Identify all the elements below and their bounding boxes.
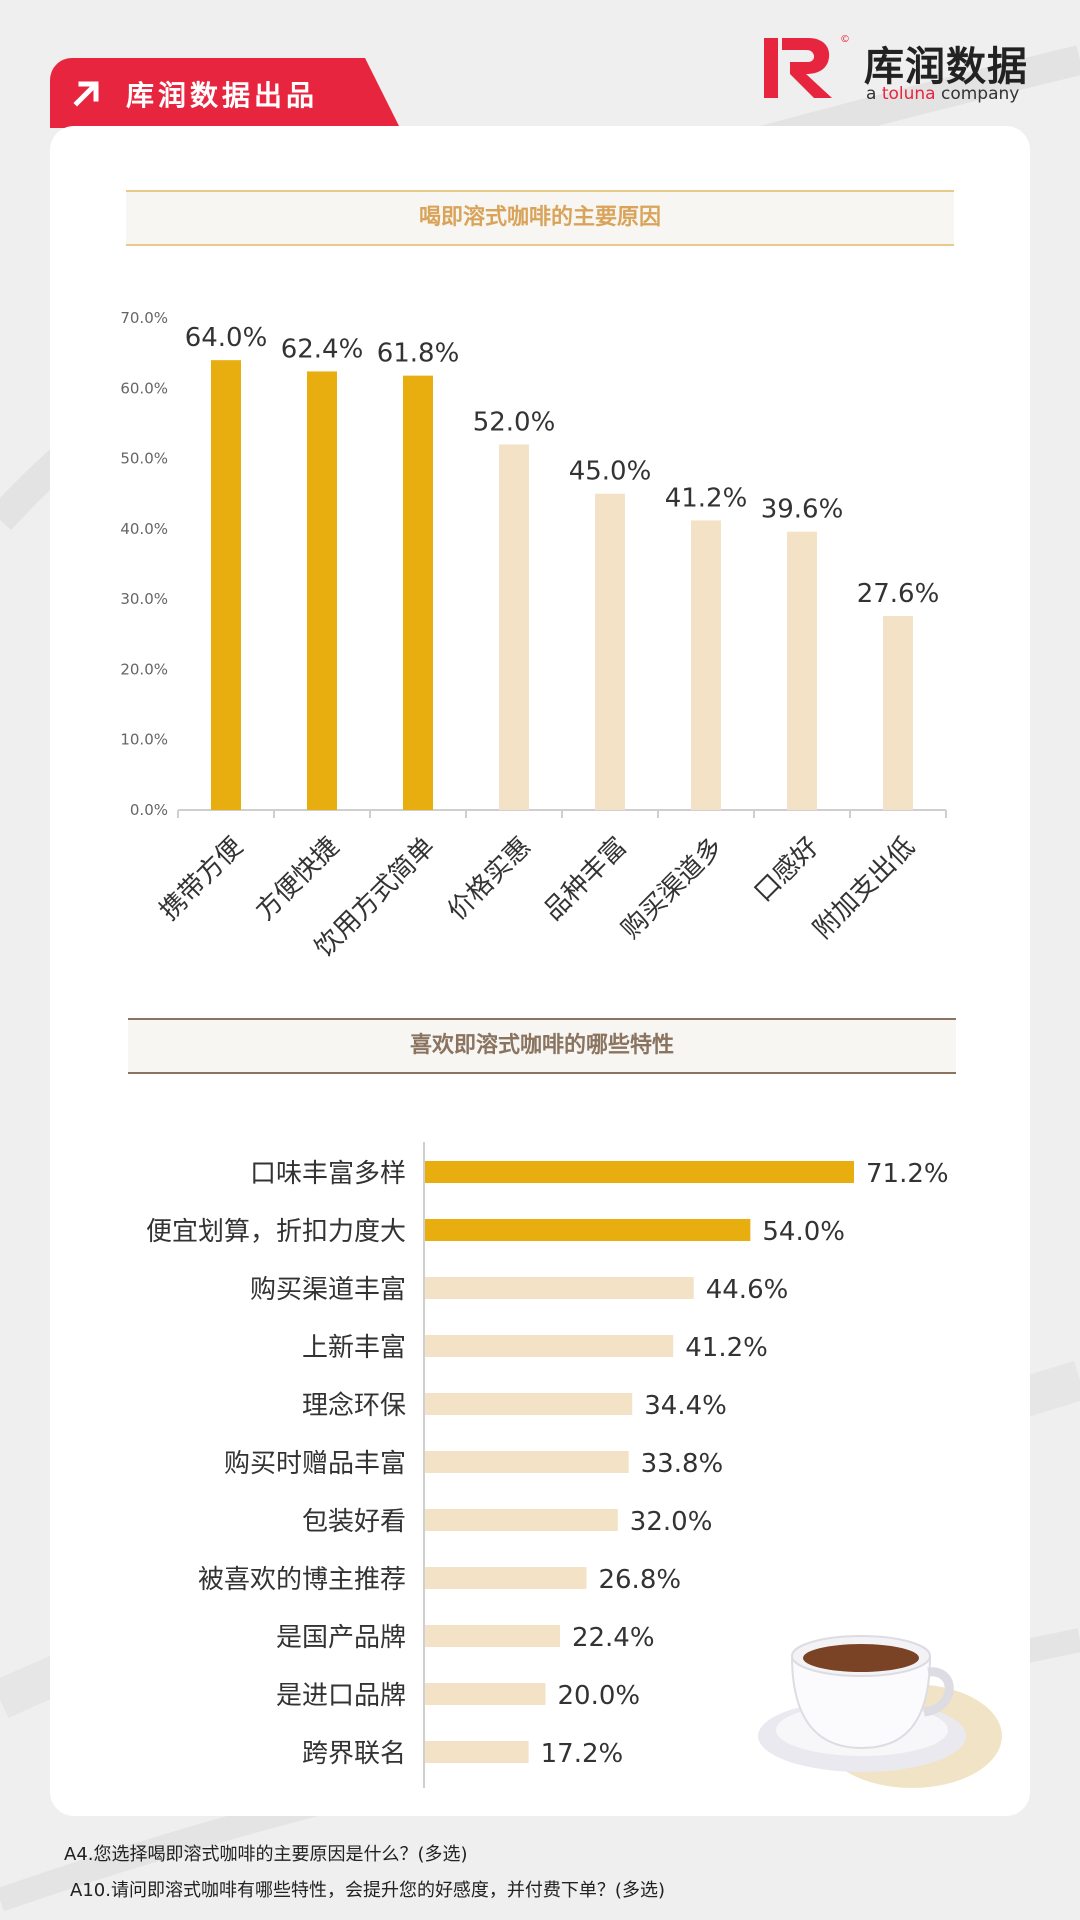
y-category-label: 跨界联名 [302, 1739, 406, 1769]
bar-value-label: 26.8% [598, 1565, 681, 1595]
chart2-title: 喜欢即溶式咖啡的哪些特性 [128, 1018, 956, 1074]
bar [595, 493, 625, 810]
y-category-label: 上新丰富 [302, 1333, 406, 1363]
bar-value-label: 71.2% [866, 1159, 949, 1189]
y-tick-label: 50.0% [120, 450, 168, 468]
bar-value-label: 34.4% [644, 1391, 727, 1421]
y-category-label: 便宜划算，折扣力度大 [146, 1217, 406, 1247]
bar-value-label: 52.0% [473, 408, 556, 438]
bar [425, 1509, 618, 1531]
y-tick-label: 10.0% [120, 731, 168, 749]
bar [691, 520, 721, 810]
y-category-label: 被喜欢的博主推荐 [198, 1565, 406, 1595]
logo-name: 库润数据 [864, 44, 1028, 90]
horizontal-bar-chart: 口味丰富多样 71.2% 便宜划算，折扣力度大 54.0% 购买渠道丰富 44.6% 上新丰… [146, 1142, 949, 1788]
y-tick-label: 70.0% [120, 309, 168, 327]
bar-value-label: 39.6% [761, 495, 844, 525]
bar [787, 531, 817, 810]
bar-value-label: 33.8% [641, 1449, 724, 1479]
y-tick-label: 0.0% [130, 801, 168, 819]
bar-value-label: 32.0% [630, 1507, 713, 1537]
bar-value-label: 61.8% [377, 339, 460, 369]
logo-sub-prefix: a [866, 84, 882, 104]
y-category-label: 口味丰富多样 [250, 1159, 406, 1189]
bar [425, 1625, 560, 1647]
chart1-title: 喝即溶式咖啡的主要原因 [126, 190, 954, 246]
bar-value-label: 27.6% [857, 579, 940, 609]
bar [425, 1161, 854, 1183]
y-tick-label: 60.0% [120, 379, 168, 397]
brand-tag: 库润数据出品 [50, 58, 400, 128]
y-tick-label: 40.0% [120, 520, 168, 538]
footnote-a10: A10.请问即溶式咖啡有哪些特性，会提升您的好感度，并付费下单？(多选) [70, 1880, 665, 1901]
y-category-label: 包装好看 [302, 1507, 406, 1537]
logo-sub-brand: toluna [881, 84, 936, 104]
bar-value-label: 54.0% [762, 1217, 845, 1247]
logo-sub-suffix: company [935, 84, 1020, 104]
company-logo: © 库润数据 a toluna company [762, 34, 1042, 104]
footnote-a4: A4.您选择喝即溶式咖啡的主要原因是什么？(多选) [64, 1844, 468, 1865]
bar [403, 375, 433, 810]
bar [425, 1219, 751, 1241]
y-tick-label: 20.0% [120, 660, 168, 678]
kr-logo-mark [764, 38, 832, 98]
brand-tag-label: 库润数据出品 [126, 79, 319, 112]
bar-value-label: 64.0% [185, 323, 268, 353]
y-tick-label: 30.0% [120, 590, 168, 608]
y-category-label: 购买渠道丰富 [250, 1275, 406, 1305]
bar [425, 1335, 674, 1357]
bar [425, 1741, 529, 1763]
bar-value-label: 22.4% [572, 1623, 655, 1653]
bar-value-label: 44.6% [706, 1275, 789, 1305]
bar-value-label: 41.2% [665, 483, 748, 513]
bar-value-label: 20.0% [558, 1681, 641, 1711]
logo-subtitle: a toluna company [866, 84, 1019, 104]
y-category-label: 是国产品牌 [276, 1623, 406, 1653]
y-category-label: 是进口品牌 [276, 1681, 406, 1711]
bar [211, 360, 241, 810]
coffee-cup-illustration [758, 1635, 1002, 1788]
y-category-label: 购买时赠品丰富 [224, 1449, 406, 1479]
vertical-bar-chart: 0.0% 10.0% 20.0% 30.0% 40.0% 50.0% 60.0% 70.0% 6… [120, 309, 947, 963]
bar [307, 371, 337, 810]
copyright-mark: © [840, 34, 850, 45]
y-category-label: 理念环保 [302, 1391, 406, 1421]
bar-value-label: 45.0% [569, 457, 652, 487]
bar [883, 616, 913, 810]
bar [425, 1567, 587, 1589]
bar-value-label: 41.2% [685, 1333, 768, 1363]
bar [425, 1393, 633, 1415]
arrow-up-right-icon [73, 81, 99, 107]
bar-value-label: 62.4% [281, 334, 364, 364]
bar [425, 1451, 629, 1473]
bar-value-label: 17.2% [541, 1739, 624, 1769]
bar [425, 1683, 546, 1705]
bar [425, 1277, 694, 1299]
bar [499, 444, 529, 810]
